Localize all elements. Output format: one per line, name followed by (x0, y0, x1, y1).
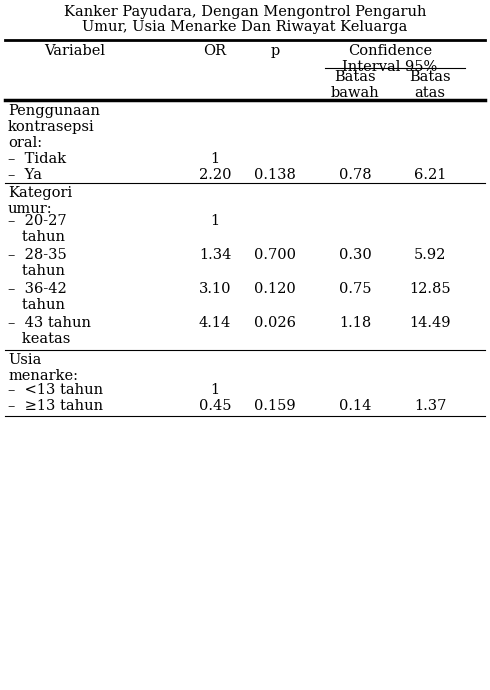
Text: 6.21: 6.21 (414, 168, 446, 182)
Text: 0.75: 0.75 (339, 282, 371, 296)
Text: 1: 1 (210, 214, 220, 228)
Text: 4.14: 4.14 (199, 316, 231, 330)
Text: Kategori
umur:: Kategori umur: (8, 186, 72, 216)
Text: –  Tidak: – Tidak (8, 152, 66, 166)
Text: p: p (270, 44, 280, 58)
Text: 0.14: 0.14 (339, 399, 371, 413)
Text: Batas
bawah: Batas bawah (331, 70, 379, 100)
Text: 1: 1 (210, 383, 220, 397)
Text: 2.20: 2.20 (199, 168, 231, 182)
Text: Variabel: Variabel (45, 44, 105, 58)
Text: 3.10: 3.10 (199, 282, 231, 296)
Text: Confidence
Interval 95%: Confidence Interval 95% (343, 44, 438, 75)
Text: Batas
atas: Batas atas (409, 70, 451, 100)
Text: –  20-27
   tahun: – 20-27 tahun (8, 214, 67, 244)
Text: –  36-42
   tahun: – 36-42 tahun (8, 282, 67, 312)
Text: 1.37: 1.37 (414, 399, 446, 413)
Text: 0.700: 0.700 (254, 248, 296, 262)
Text: –  28-35
   tahun: – 28-35 tahun (8, 248, 67, 278)
Text: –  Ya: – Ya (8, 168, 42, 182)
Text: –  43 tahun
   keatas: – 43 tahun keatas (8, 316, 91, 346)
Text: 0.30: 0.30 (339, 248, 371, 262)
Text: 0.78: 0.78 (339, 168, 371, 182)
Text: 0.138: 0.138 (254, 168, 296, 182)
Text: –  <13 tahun: – <13 tahun (8, 383, 103, 397)
Text: 0.159: 0.159 (254, 399, 296, 413)
Text: 0.45: 0.45 (199, 399, 231, 413)
Text: OR: OR (203, 44, 226, 58)
Text: 1: 1 (210, 152, 220, 166)
Text: 0.026: 0.026 (254, 316, 296, 330)
Text: –  ≥13 tahun: – ≥13 tahun (8, 399, 103, 413)
Text: Penggunaan
kontrasepsi
oral:: Penggunaan kontrasepsi oral: (8, 104, 100, 150)
Text: 1.18: 1.18 (339, 316, 371, 330)
Text: Kanker Payudara, Dengan Mengontrol Pengaruh: Kanker Payudara, Dengan Mengontrol Penga… (64, 5, 426, 19)
Text: Umur, Usia Menarke Dan Riwayat Keluarga: Umur, Usia Menarke Dan Riwayat Keluarga (82, 20, 408, 34)
Text: 1.34: 1.34 (199, 248, 231, 262)
Text: Usia
menarke:: Usia menarke: (8, 353, 78, 383)
Text: 14.49: 14.49 (409, 316, 451, 330)
Text: 12.85: 12.85 (409, 282, 451, 296)
Text: 0.120: 0.120 (254, 282, 296, 296)
Text: 5.92: 5.92 (414, 248, 446, 262)
